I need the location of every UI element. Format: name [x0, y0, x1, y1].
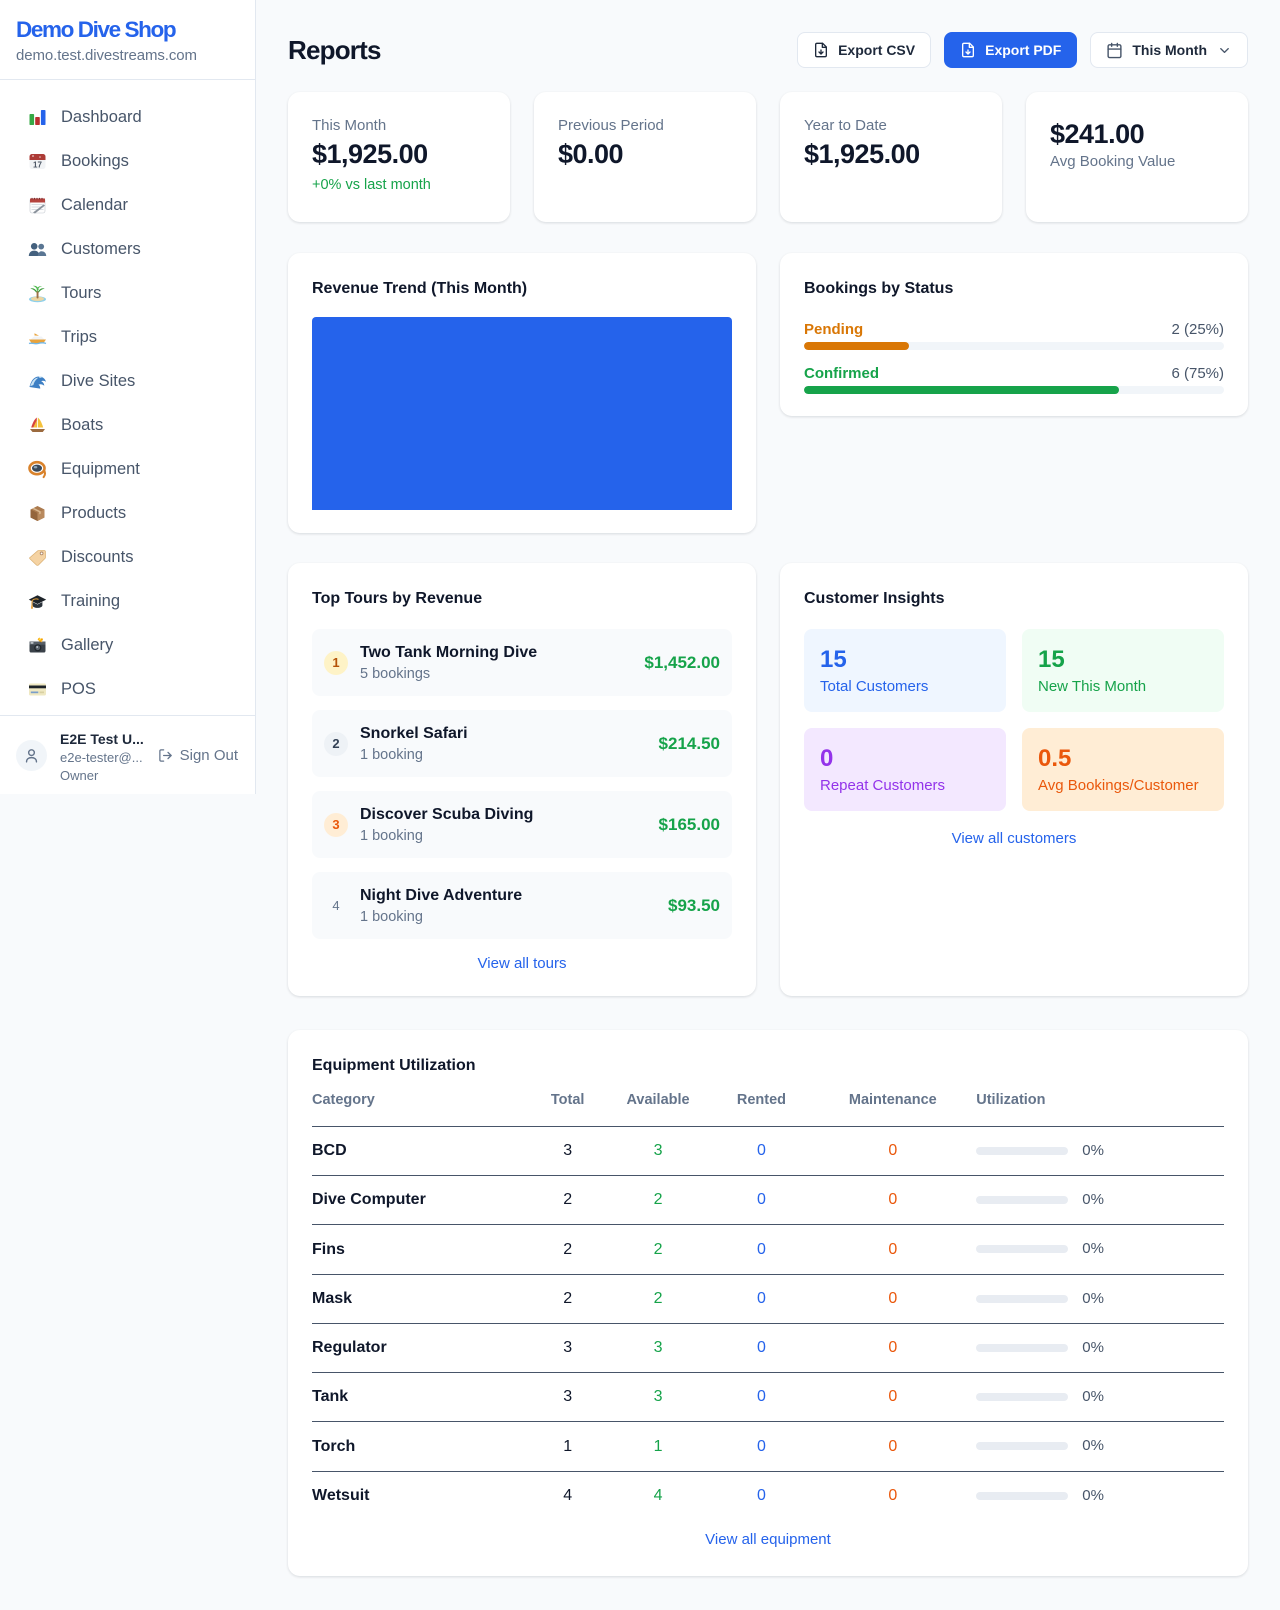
svg-text:17: 17: [33, 160, 42, 169]
